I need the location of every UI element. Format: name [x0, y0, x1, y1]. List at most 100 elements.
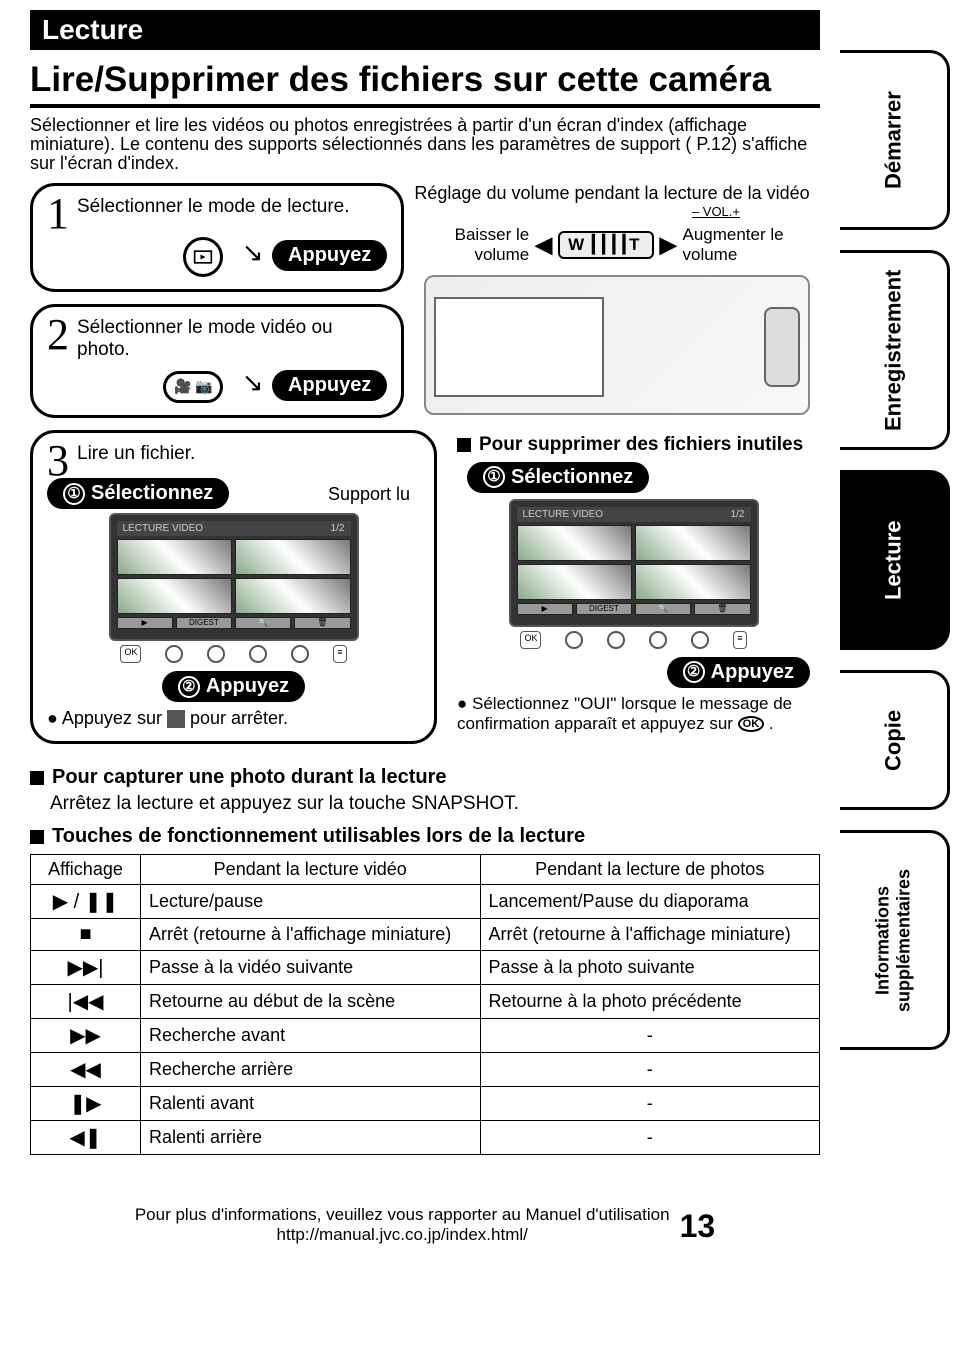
ok-under-label: OK — [520, 631, 541, 649]
ok-under-label: OK — [120, 645, 141, 663]
capture-text: Arrêtez la lecture et appuyez sur la tou… — [50, 793, 820, 815]
arrow-left-icon: ◀ — [535, 232, 552, 258]
step-1-press-button[interactable]: Appuyez — [272, 240, 387, 271]
step-2-text: Sélectionner le mode vidéo ou photo. — [77, 317, 387, 361]
menu-under-label: ≡ — [733, 631, 746, 649]
step-3-number: 3 — [47, 443, 69, 478]
col-video: Pendant la lecture vidéo — [141, 854, 481, 884]
delete-screen-illustration: LECTURE VIDEO 1/2 ▶ DIGEST 🔍 🗑 — [509, 499, 759, 649]
arrow-icon: ↘ — [242, 237, 264, 267]
zoom-t: T — [629, 235, 643, 255]
ok-icon: OK — [738, 716, 765, 732]
step-3-box: 3 Lire un fichier. ①Sélectionnez Support… — [30, 430, 437, 744]
cell: Recherche arrière — [141, 1052, 481, 1086]
screen-page-indicator: 1/2 — [731, 509, 745, 520]
step-3-text: Lire un fichier. — [77, 443, 195, 465]
tab-copie[interactable]: Copie — [840, 670, 950, 810]
step-1-box: 1 Sélectionner le mode de lecture. ↘ App… — [30, 183, 404, 292]
circled-2-icon: ② — [178, 676, 200, 698]
tab-informations[interactable]: Informations supplémentaires — [840, 830, 950, 1050]
square-bullet-icon — [30, 771, 44, 785]
sym-slowf: ❚▶ — [31, 1086, 141, 1120]
sym-slowr: ◀❚ — [31, 1120, 141, 1154]
operations-table: Affichage Pendant la lecture vidéo Penda… — [30, 854, 820, 1155]
page-title: Lire/Supprimer des fichiers sur cette ca… — [30, 60, 820, 108]
volume-lower-label: Baisser le volume — [414, 225, 529, 265]
intro-text: Sélectionner et lire les vidéos ou photo… — [30, 116, 820, 173]
section-banner: Lecture — [30, 10, 820, 50]
step-3-select-pill[interactable]: ①Sélectionnez — [47, 478, 229, 509]
table-heading: Touches de fonctionnement utilisables lo… — [52, 825, 585, 847]
capture-heading: Pour capturer une photo durant la lectur… — [52, 766, 447, 788]
cell: - — [480, 1052, 820, 1086]
square-bullet-icon — [30, 830, 44, 844]
screen-page-indicator: 1/2 — [331, 523, 345, 534]
tab-demarrer[interactable]: Démarrer — [840, 50, 950, 230]
screen-title-label: LECTURE VIDEO — [123, 523, 204, 534]
cell: - — [480, 1086, 820, 1120]
sym-rw: ◀◀ — [31, 1052, 141, 1086]
step-1-text: Sélectionner le mode de lecture. — [77, 196, 350, 218]
delete-block: Pour supprimer des fichiers inutiles ①Sé… — [447, 430, 820, 756]
delete-select-pill[interactable]: ①Sélectionnez — [467, 462, 649, 493]
col-photo: Pendant la lecture de photos — [480, 854, 820, 884]
side-tabs: Démarrer Enregistrement Lecture Copie In… — [840, 0, 950, 1265]
cell: Lecture/pause — [141, 884, 481, 918]
playback-screen-illustration: LECTURE VIDEO 1/2 ▶ DIGEST 🔍 🗑 — [109, 513, 359, 663]
footer-line2: http://manual.jvc.co.jp/index.html/ — [135, 1225, 670, 1245]
screen-btn-digest: DIGEST — [176, 617, 232, 629]
stop-icon — [167, 710, 185, 728]
cell: Ralenti avant — [141, 1086, 481, 1120]
square-bullet-icon — [457, 438, 471, 452]
screen-btn-play: ▶ — [117, 617, 173, 629]
page-number: 13 — [680, 1208, 716, 1245]
step-2-box: 2 Sélectionner le mode vidéo ou photo. 🎥… — [30, 304, 404, 418]
screen-btn-zoom: 🔍 — [635, 603, 691, 615]
cell: Ralenti arrière — [141, 1120, 481, 1154]
sym-stop: ■ — [31, 918, 141, 950]
delete-heading: Pour supprimer des fichiers inutiles — [479, 434, 803, 455]
menu-under-label: ≡ — [333, 645, 346, 663]
screen-title-label: LECTURE VIDEO — [523, 509, 604, 520]
cell: Lancement/Pause du diaporama — [480, 884, 820, 918]
sym-prev: |◀◀ — [31, 984, 141, 1018]
vol-scale-label: – VOL.+ — [414, 204, 820, 219]
cell: - — [480, 1120, 820, 1154]
cell: Passe à la vidéo suivante — [141, 950, 481, 984]
support-lu-label: Support lu — [328, 484, 410, 505]
sym-next: ▶▶| — [31, 950, 141, 984]
cell: - — [480, 1018, 820, 1052]
camera-illustration — [424, 275, 810, 415]
screen-btn-digest: DIGEST — [576, 603, 632, 615]
volume-raise-label: Augmenter le volume — [682, 225, 820, 265]
circled-1-icon: ① — [63, 483, 85, 505]
step-2-number: 2 — [47, 317, 69, 352]
screen-btn-zoom: 🔍 — [235, 617, 291, 629]
screen-btn-trash: 🗑 — [694, 603, 750, 615]
circled-2-icon: ② — [683, 661, 705, 683]
cell: Arrêt (retourne à l'affichage miniature) — [480, 918, 820, 950]
cell: Passe à la photo suivante — [480, 950, 820, 984]
sym-playpause: ▶ / ❚❚ — [31, 884, 141, 918]
zoom-w: W — [568, 235, 588, 255]
cell: Recherche avant — [141, 1018, 481, 1052]
step-3-press-pill[interactable]: ②Appuyez — [162, 671, 305, 702]
col-affichage: Affichage — [31, 854, 141, 884]
arrow-right-icon: ▶ — [660, 232, 677, 258]
video-photo-mode-icon[interactable]: 🎥 📷 — [163, 371, 223, 403]
delete-press-pill[interactable]: ②Appuyez — [667, 657, 810, 688]
cell: Arrêt (retourne à l'affichage miniature) — [141, 918, 481, 950]
step-2-press-button[interactable]: Appuyez — [272, 370, 387, 401]
zoom-rocker[interactable]: W ┃┃┃┃ T — [558, 231, 653, 259]
stop-note-pre: Appuyez sur — [62, 708, 162, 728]
cell: Retourne à la photo précédente — [480, 984, 820, 1018]
tab-lecture[interactable]: Lecture — [840, 470, 950, 650]
stop-note-post: pour arrêter. — [190, 708, 288, 728]
tab-enregistrement[interactable]: Enregistrement — [840, 250, 950, 450]
arrow-icon: ↘ — [242, 367, 264, 397]
screen-btn-trash: 🗑 — [294, 617, 350, 629]
cell: Retourne au début de la scène — [141, 984, 481, 1018]
volume-heading: Réglage du volume pendant la lecture de … — [414, 183, 820, 204]
screen-btn-play: ▶ — [517, 603, 573, 615]
play-mode-icon[interactable] — [183, 237, 223, 277]
